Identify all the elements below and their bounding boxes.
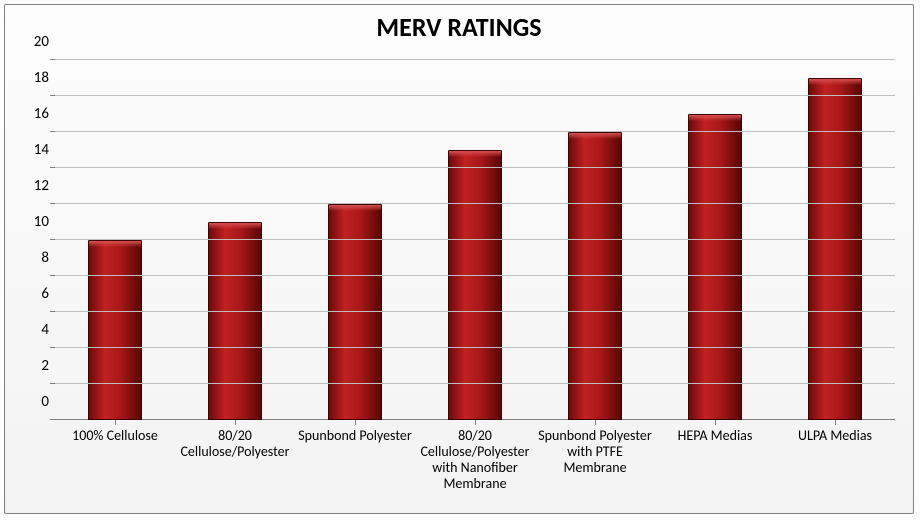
gridline: [55, 167, 895, 168]
x-tick: [475, 420, 476, 425]
gridline: [55, 239, 895, 240]
x-tick: [115, 420, 116, 425]
x-tick: [355, 420, 356, 425]
bar-slot: 100% Cellulose: [55, 60, 175, 420]
bar: [208, 222, 262, 420]
bar: [88, 240, 142, 420]
y-tick: [50, 131, 55, 132]
y-tick: [50, 347, 55, 348]
bar-slot: HEPA Medias: [655, 60, 775, 420]
y-tick-label: 18: [34, 69, 49, 87]
bars-container: 100% Cellulose80/20 Cellulose/PolyesterS…: [55, 60, 895, 420]
bar-slot: 80/20 Cellulose/Polyester: [175, 60, 295, 420]
y-tick-label: 6: [41, 285, 49, 303]
x-tick: [595, 420, 596, 425]
bar: [688, 114, 742, 420]
bar-slot: Spunbond Polyester with PTFE Membrane: [535, 60, 655, 420]
y-tick-label: 10: [34, 213, 49, 231]
y-tick-label: 8: [41, 249, 49, 267]
y-tick: [50, 239, 55, 240]
y-tick: [50, 203, 55, 204]
y-tick-label: 12: [34, 177, 49, 195]
x-tick-label: ULPA Medias: [775, 428, 895, 444]
gridline: [55, 311, 895, 312]
y-tick-label: 4: [41, 321, 49, 339]
x-tick: [835, 420, 836, 425]
x-tick-label: 80/20 Cellulose/Polyester: [175, 428, 295, 460]
chart-title: MERV RATINGS: [5, 11, 913, 43]
gridline: [55, 95, 895, 96]
x-tick-label: HEPA Medias: [655, 428, 775, 444]
x-tick-label: Spunbond Polyester: [295, 428, 415, 444]
gridline: [55, 383, 895, 384]
plot-area: 100% Cellulose80/20 Cellulose/PolyesterS…: [55, 60, 895, 420]
y-tick: [50, 275, 55, 276]
y-tick-label: 14: [34, 141, 49, 159]
y-tick: [50, 311, 55, 312]
x-tick-label: Spunbond Polyester with PTFE Membrane: [535, 428, 655, 476]
y-tick-label: 20: [34, 33, 49, 51]
y-tick: [50, 59, 55, 60]
bar: [808, 78, 862, 420]
y-tick-label: 16: [34, 105, 49, 123]
y-tick-label: 0: [41, 393, 49, 411]
gridline: [55, 203, 895, 204]
bar: [568, 132, 622, 420]
x-tick: [715, 420, 716, 425]
y-tick-label: 2: [41, 357, 49, 375]
bar-slot: 80/20 Cellulose/Polyester with Nanofiber…: [415, 60, 535, 420]
x-tick-label: 100% Cellulose: [55, 428, 175, 444]
bar: [328, 204, 382, 420]
bar: [448, 150, 502, 420]
bar-slot: ULPA Medias: [775, 60, 895, 420]
gridline: [55, 275, 895, 276]
y-tick: [50, 167, 55, 168]
x-tick-label: 80/20 Cellulose/Polyester with Nanofiber…: [415, 428, 535, 492]
bar-slot: Spunbond Polyester: [295, 60, 415, 420]
y-tick: [50, 95, 55, 96]
chart-frame: MERV RATINGS 100% Cellulose80/20 Cellulo…: [4, 4, 914, 514]
gridline: [55, 59, 895, 60]
gridline: [55, 347, 895, 348]
gridline: [55, 131, 895, 132]
x-tick: [235, 420, 236, 425]
y-tick: [50, 383, 55, 384]
y-tick: [50, 419, 55, 420]
